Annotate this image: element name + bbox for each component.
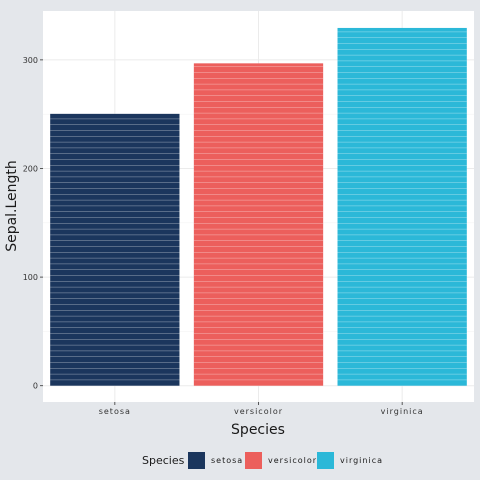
legend-label: versicolor — [268, 456, 317, 465]
y-tick-label: 200 — [23, 164, 38, 173]
y-tick-label: 300 — [23, 56, 38, 65]
y-axis-ticks: 0 100 200 300 — [23, 56, 43, 391]
bar-stripes-versicolor — [193, 66, 324, 381]
legend-key-virginica — [317, 452, 334, 469]
x-tick-label: versicolor — [234, 407, 283, 416]
y-axis-title: Sepal.Length — [4, 160, 20, 252]
x-axis-title: Species — [231, 422, 285, 438]
y-tick-label: 0 — [33, 382, 38, 391]
bars — [50, 27, 467, 386]
legend-label: setosa — [211, 456, 243, 465]
legend-title: Species — [142, 454, 185, 467]
legend-key-versicolor — [245, 452, 262, 469]
bar-virginica — [337, 27, 467, 386]
legend-label: virginica — [340, 456, 383, 465]
bar-stripes-virginica — [337, 31, 467, 381]
x-axis-ticks: setosa versicolor virginica — [99, 402, 424, 416]
x-tick-label: setosa — [99, 407, 131, 416]
x-tick-label: virginica — [381, 407, 424, 416]
bar-setosa — [50, 113, 180, 386]
legend-key-setosa — [188, 452, 205, 469]
y-tick-label: 100 — [23, 273, 38, 282]
bar-versicolor — [193, 63, 324, 386]
legend: Species setosa versicolor virginica — [142, 452, 383, 469]
bar-stripes-setosa — [50, 118, 180, 381]
